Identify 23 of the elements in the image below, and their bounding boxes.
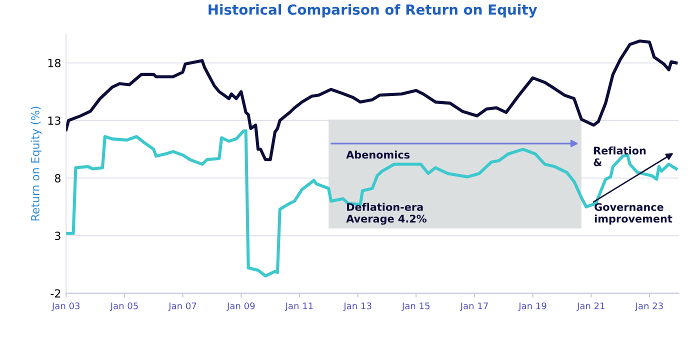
x-tick-label: Jan 15 — [402, 302, 430, 311]
annotation: Governance improvement — [594, 203, 672, 225]
y-axis-title: Return on Equity (%) — [30, 106, 42, 220]
y-tick-label: 18 — [48, 58, 60, 68]
x-tick-label: Jan 03 — [52, 302, 80, 311]
x-tick-label: Jan 19 — [518, 302, 546, 311]
y-tick-label: -2 — [50, 289, 60, 298]
x-tick-label: Jan 09 — [226, 302, 255, 311]
y-tick-label: 8 — [54, 174, 60, 182]
y-tick-label: 3 — [55, 232, 60, 240]
x-tick-label: Jan 13 — [343, 302, 372, 311]
x-tick-label: Jan 05 — [110, 302, 138, 311]
annotation: Deflation-era Average 4.2% — [346, 202, 427, 225]
annotation: Reflation & — [594, 146, 646, 166]
x-tick-label: Jan 11 — [284, 302, 313, 311]
line-series — [66, 129, 678, 278]
x-tick-label: Jan 21 — [576, 302, 604, 311]
chart-title: Historical Comparison of Return on Equity — [208, 4, 538, 18]
x-tick-label: Jan 23 — [634, 302, 663, 311]
y-tick-label: 13 — [48, 116, 60, 125]
x-tick-label: Jan 07 — [168, 302, 196, 311]
annotation: Abenomics — [346, 150, 410, 159]
x-tick-label: Jan 17 — [460, 302, 488, 311]
